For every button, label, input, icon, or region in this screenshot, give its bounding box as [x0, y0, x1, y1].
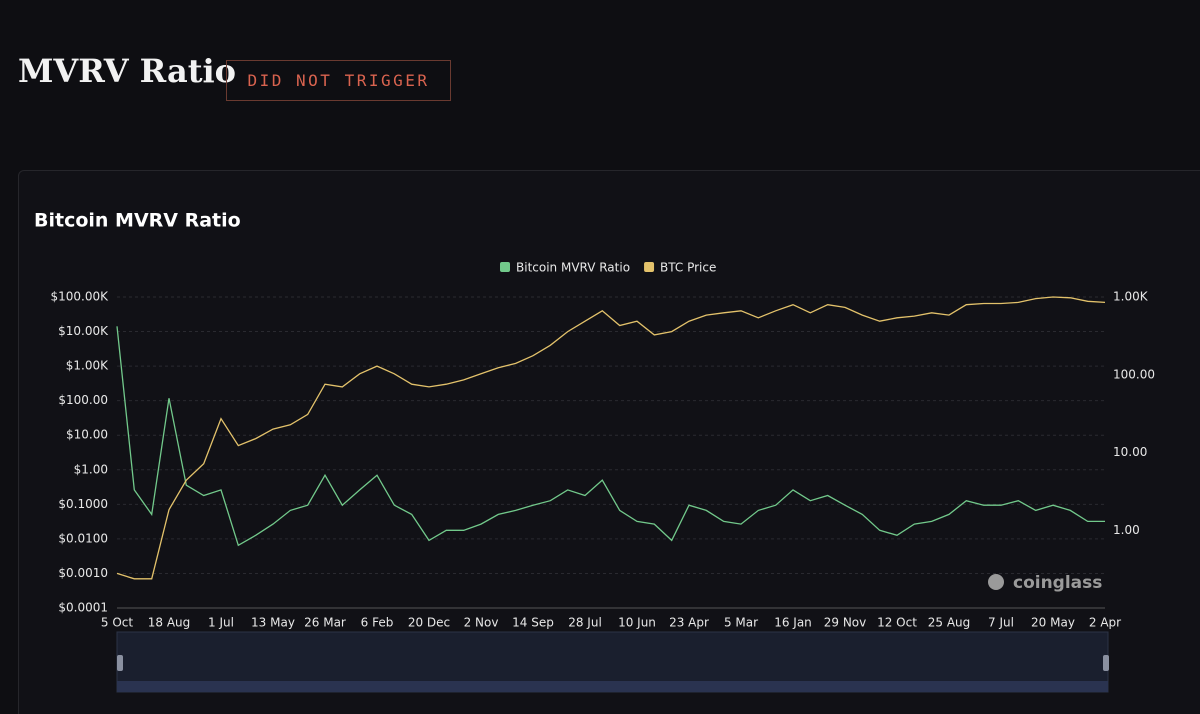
- x-tick-label: 1 Jul: [208, 616, 234, 630]
- legend-swatch: [644, 262, 655, 272]
- watermark: coinglass: [1013, 573, 1102, 593]
- y-tick-label: $0.0010: [58, 566, 108, 580]
- x-tick-label: 5 Mar: [724, 616, 758, 630]
- y-tick-label: $0.1000: [58, 497, 108, 511]
- x-tick-label: 2 Apr: [1089, 616, 1121, 630]
- x-tick-label: 6 Feb: [361, 616, 394, 630]
- x-tick-label: 7 Jul: [988, 616, 1014, 630]
- y2-tick-label: 10.00: [1113, 445, 1147, 459]
- zoom-handle[interactable]: [117, 655, 123, 671]
- y-tick-label: $100.00K: [51, 290, 110, 304]
- x-tick-label: 12 Oct: [877, 616, 917, 630]
- y-tick-label: $1.00: [74, 462, 108, 476]
- chart-card: [18, 170, 1200, 714]
- x-tick-label: 5 Oct: [101, 616, 133, 630]
- status-badge: DID NOT TRIGGER: [226, 60, 451, 101]
- x-tick-label: 18 Aug: [148, 616, 191, 630]
- x-tick-label: 16 Jan: [774, 616, 812, 630]
- y-tick-label: $1.00K: [66, 359, 109, 373]
- legend-label: Bitcoin MVRV Ratio: [516, 261, 630, 275]
- x-tick-label: 29 Nov: [824, 616, 867, 630]
- y-tick-label: $10.00K: [58, 324, 109, 338]
- x-tick-label: 25 Aug: [928, 616, 971, 630]
- chart-title: Bitcoin MVRV Ratio: [34, 210, 241, 232]
- legend-label: BTC Price: [660, 261, 716, 275]
- x-tick-label: 23 Apr: [669, 616, 709, 630]
- x-tick-label: 10 Jun: [618, 616, 656, 630]
- series-line: [116, 296, 1106, 580]
- zoom-handle[interactable]: [1103, 655, 1109, 671]
- watermark-logo: [988, 574, 1004, 590]
- y-tick-label: $0.0001: [58, 601, 108, 615]
- x-tick-label: 20 May: [1031, 616, 1075, 630]
- x-tick-label: 13 May: [251, 616, 295, 630]
- series-line: [116, 326, 1105, 547]
- y2-tick-label: 100.00: [1113, 367, 1155, 381]
- y-tick-label: $100.00: [58, 393, 108, 407]
- zoom-slider-fill: [117, 681, 1108, 692]
- x-tick-label: 26 Mar: [304, 616, 346, 630]
- x-tick-label: 14 Sep: [512, 616, 554, 630]
- x-tick-label: 20 Dec: [408, 616, 450, 630]
- legend-swatch: [500, 262, 510, 272]
- page-title: MVRV Ratio: [18, 52, 237, 90]
- y2-tick-label: 1.00: [1113, 523, 1140, 537]
- y-tick-label: $10.00: [66, 428, 108, 442]
- x-tick-label: 2 Nov: [464, 616, 499, 630]
- y-tick-label: $0.0100: [58, 531, 108, 545]
- x-tick-label: 28 Jul: [568, 616, 602, 630]
- y2-tick-label: 1.00K: [1113, 290, 1149, 304]
